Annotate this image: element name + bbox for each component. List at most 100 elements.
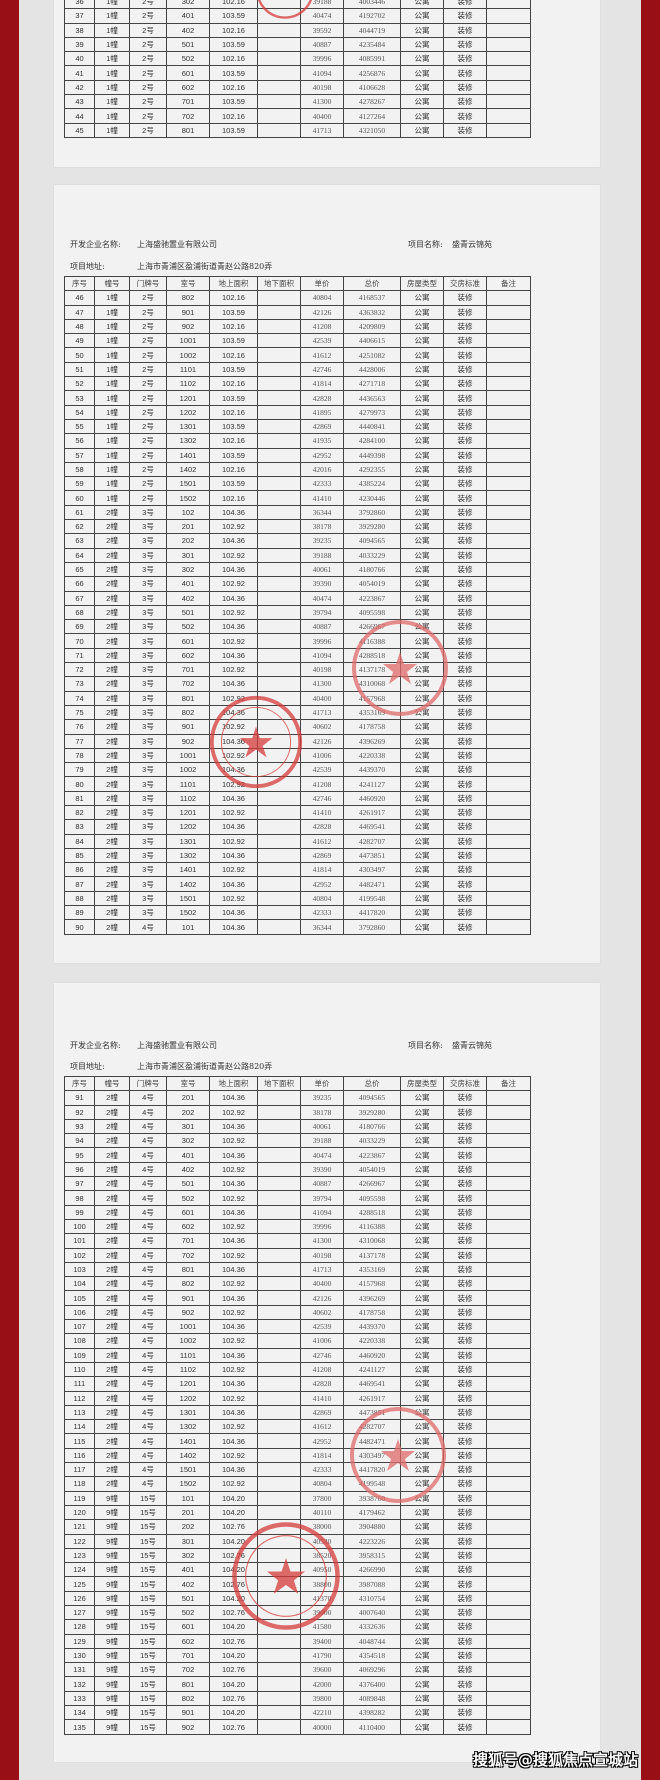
cell-above-ground-area: 104.36 xyxy=(209,1147,258,1163)
column-header-door-no: 门牌号 xyxy=(129,275,167,292)
cell-remark xyxy=(486,51,531,67)
cell-door-no: 4号 xyxy=(129,1390,167,1406)
cell-door-no: 4号 xyxy=(129,1376,167,1392)
cell-total-price: 4241127 xyxy=(343,1361,401,1378)
cell-seq: 75 xyxy=(64,704,95,721)
cell-total-price: 4482471 xyxy=(343,876,401,892)
table-row: 129 9幢 15号 602 102.76 39400 4048744 公寓 装修 xyxy=(64,1633,531,1649)
cell-unit-price: 40061 xyxy=(300,561,344,578)
cell-remark xyxy=(486,1676,531,1692)
cell-above-ground-area: 104.36 xyxy=(209,676,258,692)
cell-house-type: 公寓 xyxy=(400,1562,444,1578)
cell-total-price: 4406615 xyxy=(343,333,401,349)
cell-delivery-standard: 装修 xyxy=(443,690,487,706)
table-row: 85 2幢 3号 1302 104.36 42869 4473851 公寓 装修 xyxy=(64,847,531,864)
cell-total-price: 4417820 xyxy=(343,905,401,921)
cell-underground-area xyxy=(257,476,301,492)
cell-seq: 130 xyxy=(64,1647,95,1664)
cell-underground-area xyxy=(257,1533,301,1549)
cell-unit-price: 41814 xyxy=(300,376,344,392)
cell-total-price: 4033229 xyxy=(343,547,401,563)
cell-unit-price: 41094 xyxy=(300,647,344,664)
cell-underground-area xyxy=(257,447,301,463)
cell-remark xyxy=(486,1433,531,1449)
cell-total-price: 4436563 xyxy=(343,390,401,406)
cell-delivery-standard: 装修 xyxy=(443,533,487,549)
cell-remark xyxy=(486,418,531,435)
cell-underground-area xyxy=(257,1576,301,1592)
table-row: 112 2幢 4号 1202 102.92 41410 4261917 公寓 装修 xyxy=(64,1390,531,1406)
cell-room-no: 701 xyxy=(166,94,210,110)
cell-house-type: 公寓 xyxy=(400,94,444,110)
cell-delivery-standard: 装修 xyxy=(443,704,487,721)
table-row: 67 2幢 3号 402 104.36 40474 4223867 公寓 装修 xyxy=(64,590,531,606)
cell-seq: 114 xyxy=(64,1419,95,1435)
cell-delivery-standard: 装修 xyxy=(443,1647,487,1664)
cell-seq: 45 xyxy=(64,122,95,138)
cell-above-ground-area: 104.36 xyxy=(209,847,258,864)
cell-total-price: 4033229 xyxy=(343,1133,401,1149)
cell-unit-price: 40887 xyxy=(300,36,344,53)
table-row: 42 1幢 2号 602 102.16 40198 4106628 公寓 装修 xyxy=(64,79,531,96)
cell-above-ground-area: 102.16 xyxy=(209,51,258,67)
cell-room-no: 902 xyxy=(166,1719,210,1735)
cell-above-ground-area: 104.36 xyxy=(209,619,258,635)
cell-unit-price: 39794 xyxy=(300,604,344,621)
cell-building: 1幢 xyxy=(94,65,130,81)
cell-above-ground-area: 102.16 xyxy=(209,79,258,96)
cell-house-type: 公寓 xyxy=(400,1490,444,1506)
cell-seq: 78 xyxy=(64,747,95,764)
cell-room-no: 902 xyxy=(166,318,210,335)
project-label: 项目名称: xyxy=(408,240,443,249)
cell-underground-area xyxy=(257,361,301,378)
cell-building: 9幢 xyxy=(94,1676,130,1692)
cell-delivery-standard: 装修 xyxy=(443,1147,487,1163)
cell-underground-area xyxy=(257,519,301,535)
cell-above-ground-area: 102.92 xyxy=(209,890,258,907)
table-row: 66 2幢 3号 401 102.92 39390 4054019 公寓 装修 xyxy=(64,576,531,592)
cell-above-ground-area: 102.92 xyxy=(209,633,258,649)
cell-underground-area xyxy=(257,1290,301,1306)
cell-above-ground-area: 102.92 xyxy=(209,1447,258,1464)
cell-underground-area xyxy=(257,604,301,621)
cell-unit-price: 40198 xyxy=(300,1247,344,1263)
cell-total-price: 4223867 xyxy=(343,590,401,606)
cell-total-price: 4094565 xyxy=(343,1090,401,1106)
cell-above-ground-area: 104.20 xyxy=(209,1676,258,1692)
cell-total-price: 4266967 xyxy=(343,1176,401,1192)
cell-door-no: 2号 xyxy=(129,8,167,24)
cell-remark xyxy=(486,390,531,406)
cell-building: 2幢 xyxy=(94,519,130,535)
cell-seq: 104 xyxy=(64,1276,95,1292)
cell-seq: 91 xyxy=(64,1090,95,1106)
cell-total-price: 4439370 xyxy=(343,762,401,778)
red-frame-right xyxy=(641,0,660,1780)
cell-seq: 94 xyxy=(64,1133,95,1149)
cell-door-no: 15号 xyxy=(129,1619,167,1635)
cell-room-no: 101 xyxy=(166,1490,210,1506)
table-row: 76 2幢 3号 901 102.92 40602 4178758 公寓 装修 xyxy=(64,719,531,735)
cell-building: 2幢 xyxy=(94,890,130,907)
cell-house-type: 公寓 xyxy=(400,108,444,124)
cell-unit-price: 40198 xyxy=(300,79,344,96)
cell-seq: 122 xyxy=(64,1533,95,1549)
cell-underground-area xyxy=(257,533,301,549)
cell-house-type: 公寓 xyxy=(400,1319,444,1335)
cell-unit-price: 41713 xyxy=(300,122,344,138)
cell-delivery-standard: 装修 xyxy=(443,8,487,24)
cell-building: 2幢 xyxy=(94,1433,130,1449)
cell-building: 2幢 xyxy=(94,1447,130,1464)
cell-building: 1幢 xyxy=(94,290,130,306)
cell-seq: 125 xyxy=(64,1576,95,1592)
cell-remark xyxy=(486,1490,531,1506)
cell-room-no: 401 xyxy=(166,8,210,24)
cell-seq: 133 xyxy=(64,1690,95,1707)
cell-room-no: 502 xyxy=(166,1604,210,1621)
column-header-above-ground-area: 地上面积 xyxy=(209,1075,258,1092)
cell-house-type: 公寓 xyxy=(400,1333,444,1349)
cell-building: 2幢 xyxy=(94,576,130,592)
cell-house-type: 公寓 xyxy=(400,1519,444,1535)
cell-underground-area xyxy=(257,108,301,124)
cell-total-price: 4178758 xyxy=(343,1304,401,1321)
cell-above-ground-area: 104.36 xyxy=(209,1347,258,1363)
